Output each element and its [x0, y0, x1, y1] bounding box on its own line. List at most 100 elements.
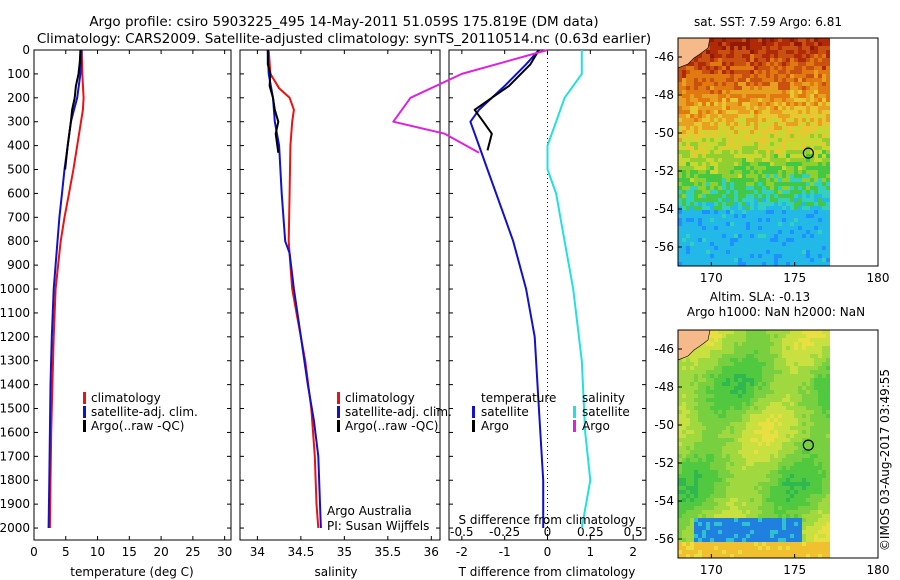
map-cell	[758, 190, 762, 194]
map-cell	[682, 202, 686, 206]
map-cell	[742, 498, 746, 502]
map-cell	[706, 162, 710, 166]
map-cell	[786, 450, 790, 454]
map-cell	[822, 490, 826, 494]
map-cell	[766, 50, 770, 54]
map-cell	[810, 170, 814, 174]
map-cell	[790, 194, 794, 198]
map-cell	[690, 382, 694, 386]
map-cell	[738, 150, 742, 154]
map-cell	[822, 134, 826, 138]
map-cell	[782, 486, 786, 490]
map-cell	[714, 138, 718, 142]
map-cell	[726, 222, 730, 226]
map-cell	[814, 370, 818, 374]
map-cell	[754, 82, 758, 86]
map-cell	[706, 50, 710, 54]
map-cell	[754, 190, 758, 194]
map-cell	[730, 194, 734, 198]
map-cell	[682, 366, 686, 370]
map-cell	[770, 470, 774, 474]
map-cell	[734, 494, 738, 498]
map-cell	[774, 54, 778, 58]
legend-swatch-satellite	[83, 406, 86, 418]
map-cell	[818, 426, 822, 430]
map-cell	[814, 438, 818, 442]
map-cell	[766, 350, 770, 354]
map-cell	[722, 222, 726, 226]
map-cell	[702, 182, 706, 186]
map-cell	[770, 434, 774, 438]
map-cell	[770, 410, 774, 414]
map-cell	[734, 70, 738, 74]
map-cell	[734, 462, 738, 466]
map-cell	[686, 82, 690, 86]
map-cell	[794, 114, 798, 118]
map-cell	[810, 182, 814, 186]
map-cell	[762, 554, 766, 558]
map-cell	[746, 478, 750, 482]
map-cell	[774, 478, 778, 482]
map-cell	[710, 358, 714, 362]
map-cell	[758, 166, 762, 170]
map-cell	[770, 178, 774, 182]
map-cell	[742, 442, 746, 446]
map-cell	[714, 442, 718, 446]
map-cell	[682, 242, 686, 246]
map-cell	[798, 198, 802, 202]
map-cell	[826, 370, 830, 374]
map-cell	[718, 494, 722, 498]
map-cell	[690, 358, 694, 362]
map-cell	[698, 546, 702, 550]
map-cell	[678, 378, 682, 382]
map-cell	[798, 250, 802, 254]
map-cell	[706, 202, 710, 206]
map-cell	[810, 382, 814, 386]
map-cell	[702, 398, 706, 402]
map-cell	[686, 78, 690, 82]
map-cell	[718, 246, 722, 250]
map-cell	[726, 514, 730, 518]
map-cell	[726, 454, 730, 458]
map-cell	[790, 42, 794, 46]
map-cell	[770, 334, 774, 338]
map-cell	[782, 474, 786, 478]
y-tick-label: -48	[654, 380, 674, 394]
x-tick-label: 35	[337, 545, 352, 559]
map-cell	[682, 230, 686, 234]
map-cell	[682, 406, 686, 410]
map-cell	[722, 482, 726, 486]
map-cell	[794, 50, 798, 54]
map-cell	[726, 226, 730, 230]
map-cell	[734, 46, 738, 50]
map-cell	[698, 394, 702, 398]
map-cell	[786, 402, 790, 406]
map-cell	[822, 146, 826, 150]
map-cell	[678, 454, 682, 458]
map-cell	[758, 510, 762, 514]
map-cell	[782, 86, 786, 90]
map-cell	[686, 394, 690, 398]
map-cell	[730, 490, 734, 494]
map-cell	[754, 430, 758, 434]
map-cell	[794, 434, 798, 438]
map-cell	[714, 486, 718, 490]
map-cell	[758, 110, 762, 114]
map-cell	[758, 142, 762, 146]
map-cell	[678, 210, 682, 214]
map-cell	[802, 106, 806, 110]
map-cell	[818, 198, 822, 202]
legend-label-temp-satellite: satellite	[481, 405, 529, 419]
map-cell	[822, 106, 826, 110]
map-cell	[798, 374, 802, 378]
map-cell	[722, 422, 726, 426]
map-cell	[802, 538, 806, 542]
map-cell	[754, 162, 758, 166]
map-cell	[678, 482, 682, 486]
map-cell	[794, 354, 798, 358]
map-cell	[746, 498, 750, 502]
map-cell	[762, 498, 766, 502]
map-cell	[750, 466, 754, 470]
map-cell	[698, 202, 702, 206]
map-cell	[762, 130, 766, 134]
